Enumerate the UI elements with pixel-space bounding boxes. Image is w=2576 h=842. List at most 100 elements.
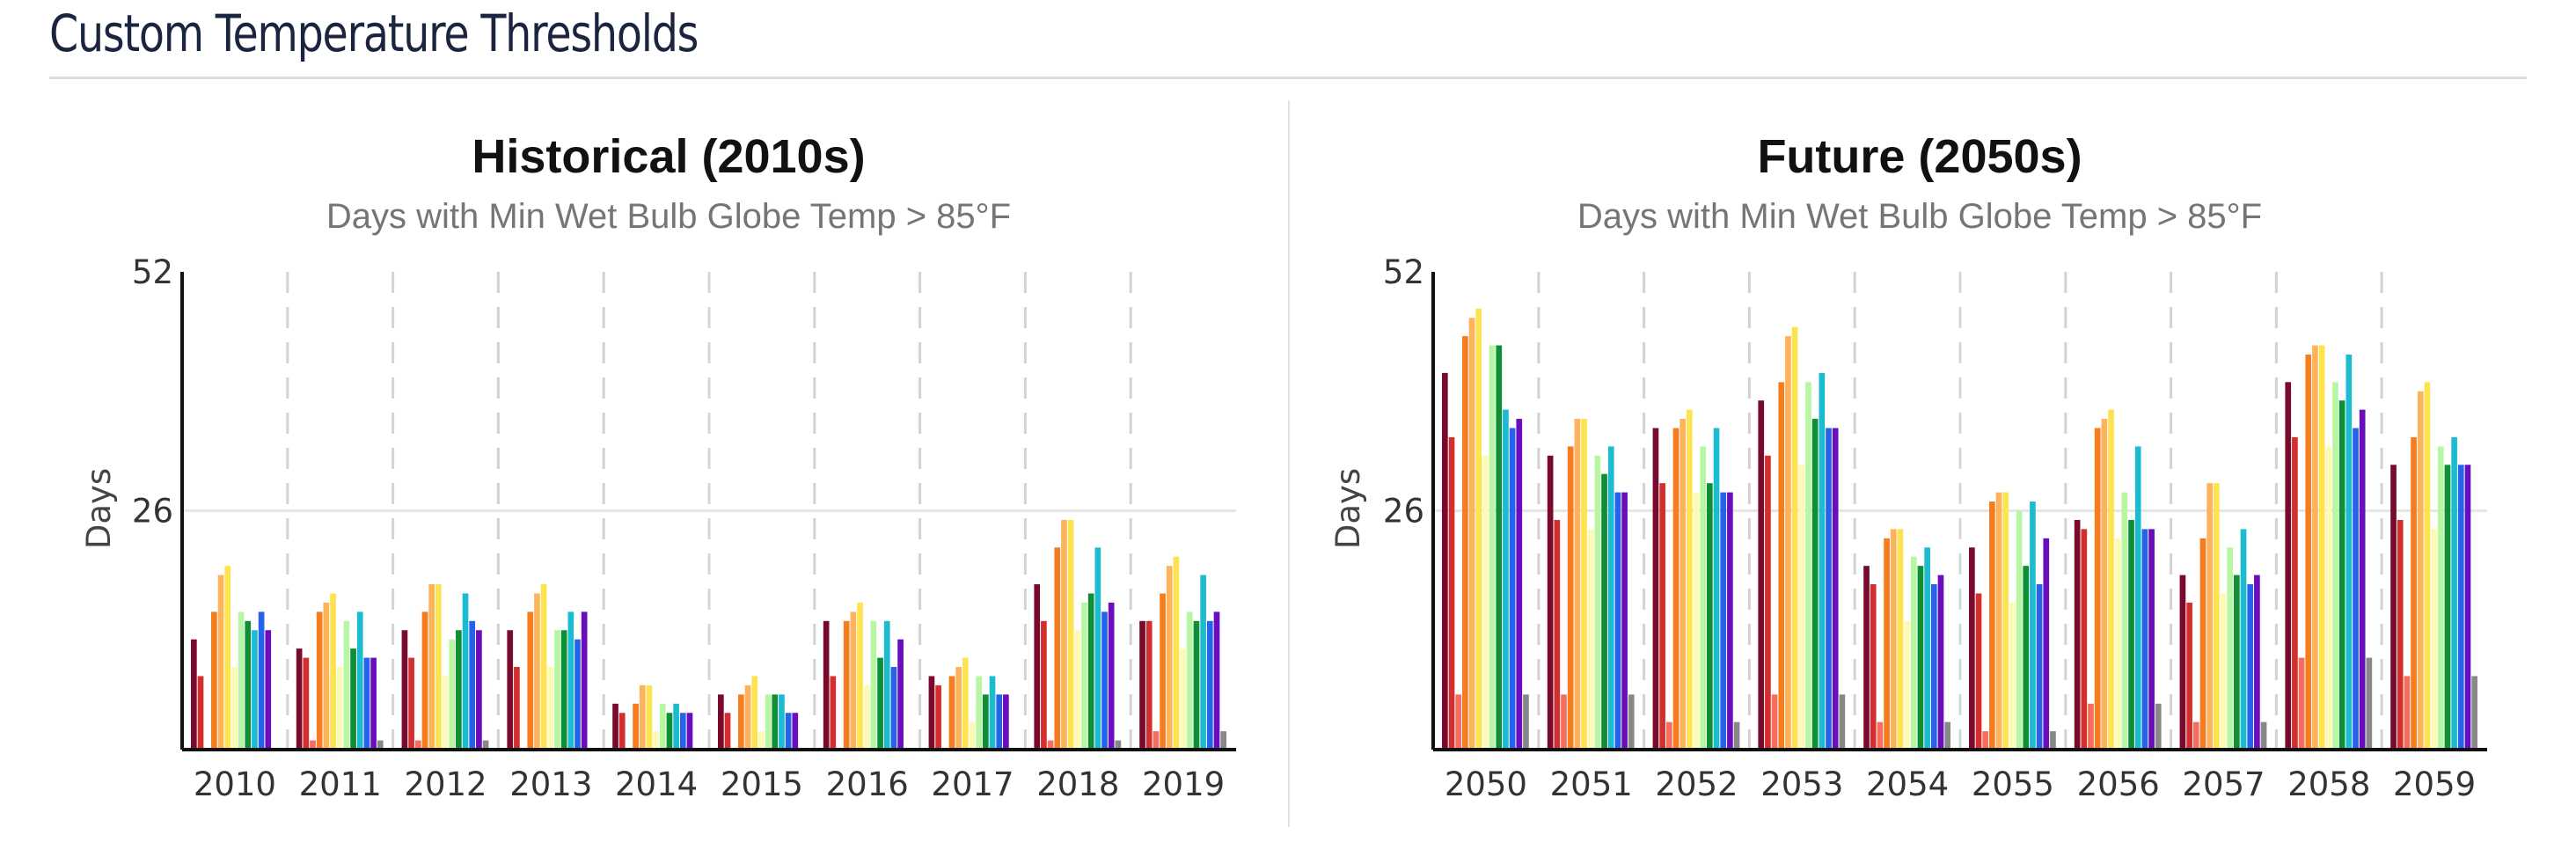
bar [738,694,744,750]
x-tick-label: 2053 [1760,765,1843,803]
bar [1115,740,1122,750]
bar [1890,529,1897,750]
bar [1455,694,1462,750]
chart-subtitle: Days with Min Wet Bulb Globe Temp > 85°F [1577,197,2262,236]
bar [2332,382,2338,750]
bar [1805,382,1811,750]
bar [779,694,785,750]
bar [673,703,679,750]
bar [2002,492,2009,750]
bar [1145,620,1153,750]
x-tick-label: 2052 [1655,765,1738,803]
bar [843,620,850,750]
x-tick-label: 2014 [615,765,698,803]
bar [2016,510,2023,750]
x-tick-label: 2059 [2393,765,2476,803]
bar [2050,731,2056,750]
bar [2192,721,2199,750]
bar [316,611,323,750]
bar [1686,409,1693,750]
bar [231,667,238,750]
bar [850,611,857,750]
bar [2179,575,2186,750]
bar [1707,483,1713,750]
bar [1614,492,1621,750]
bar [323,602,330,750]
bar [1442,372,1448,750]
bar [2254,575,2260,750]
bar [1581,419,1587,750]
bar [2134,446,2141,750]
bar [2121,492,2128,750]
panel-divider [1288,100,1290,827]
future-chart: Future (2050s) Days with Min Wet Bulb Gl… [1329,130,2487,803]
bar [2325,446,2332,750]
bar [1074,630,1081,750]
bar [1496,345,1503,750]
historical-chart: Historical (2010s) Days with Min Wet Bul… [80,130,1236,803]
bar [245,620,252,750]
bar [830,676,837,750]
bar [1937,575,1944,750]
bar [1771,694,1778,750]
x-tick-label: 2017 [931,765,1014,803]
bar [540,584,547,750]
bar [258,611,265,750]
bar [2338,400,2345,750]
bar [363,657,370,750]
bar [377,740,384,750]
bar [2260,721,2267,750]
bar [435,584,442,750]
bar [527,611,534,750]
bar [877,657,883,750]
bar [1108,602,1115,750]
bar [303,657,310,750]
bar [1087,593,1094,750]
bar [1621,492,1628,750]
bar [370,657,377,750]
bar [1003,694,1009,750]
bar [2155,703,2162,750]
bar [1791,326,1798,750]
x-tick-label: 2054 [1866,765,1949,803]
bar [2285,382,2292,750]
bar [1594,455,1601,750]
bar [1924,547,1930,750]
bar [1720,492,1727,750]
bar [1975,593,1982,750]
bar [252,630,258,750]
bar [1173,556,1180,750]
bar [2094,428,2101,750]
bar [1509,428,1516,750]
bar [1047,740,1054,750]
bar [469,620,476,750]
bar [1523,694,1529,750]
bar [1180,648,1186,750]
bar [1863,566,1870,750]
bar [1877,721,1884,750]
bar [2353,428,2359,750]
bar [2213,483,2220,750]
bar [1944,721,1950,750]
bar [224,566,231,750]
bar [1561,694,1567,750]
bar [1910,556,1917,750]
bar [1733,721,1740,750]
bar [574,639,581,750]
bar [1995,492,2002,750]
bar [1482,455,1489,750]
bar [1778,382,1785,750]
bar [2030,502,2036,750]
bar [2345,354,2353,750]
bar [1785,336,1791,750]
bar [1700,446,1707,750]
bar [792,713,799,750]
bar [2227,547,2234,750]
x-tick-label: 2058 [2287,765,2370,803]
bar [2471,676,2477,750]
bar [1672,428,1680,750]
bar [401,630,408,750]
bar [659,703,666,750]
y-tick-label: 26 [132,493,173,531]
